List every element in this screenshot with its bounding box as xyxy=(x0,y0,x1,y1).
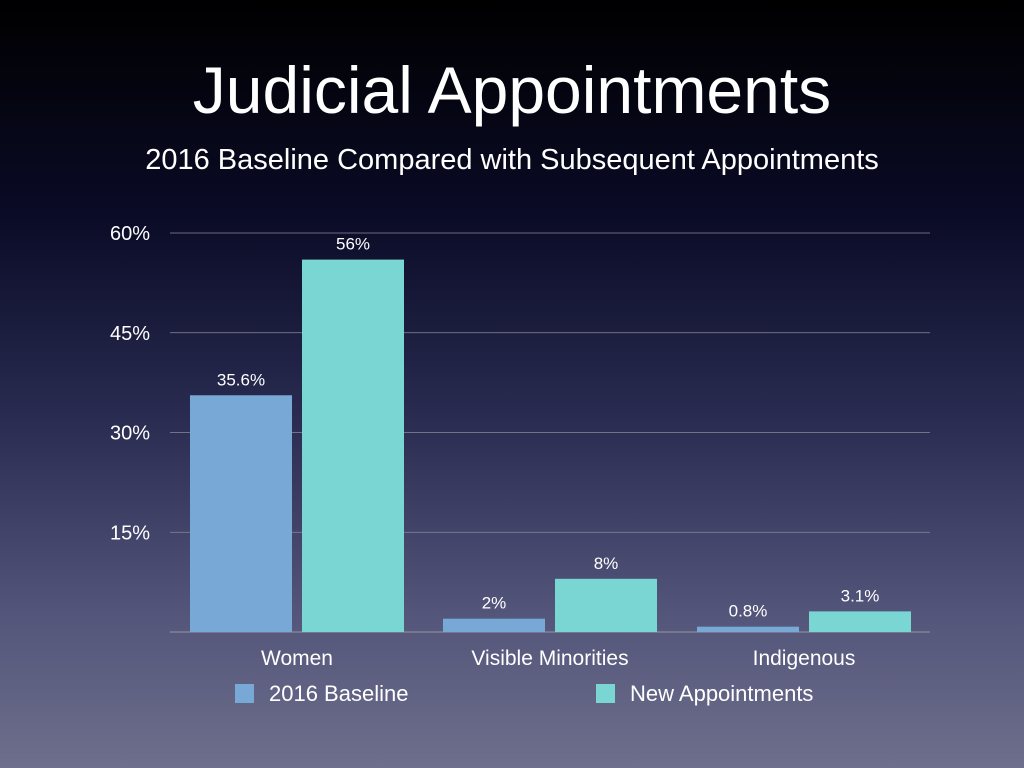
x-axis: Women Visible Minorities Indigenous xyxy=(261,647,855,670)
x-tick-label: Indigenous xyxy=(753,647,856,670)
data-labels: 35.6% 2% 0.8% 56% 8% 3.1% xyxy=(217,235,879,621)
data-label: 35.6% xyxy=(217,370,265,389)
bar xyxy=(190,395,292,632)
legend-swatch xyxy=(235,684,254,703)
chart-bars xyxy=(190,259,911,632)
slide-title: Judicial Appointments xyxy=(192,53,832,127)
bar xyxy=(302,259,404,632)
y-tick-label: 15% xyxy=(110,522,150,544)
data-label: 56% xyxy=(336,235,370,254)
data-label: 2% xyxy=(482,594,507,613)
chart-grid xyxy=(170,232,930,633)
bar xyxy=(555,578,657,632)
x-tick-label: Women xyxy=(261,647,333,670)
data-label: 3.1% xyxy=(841,586,880,605)
data-label: 8% xyxy=(594,554,619,573)
chart-legend: 2016 Baseline New Appointments xyxy=(235,681,813,706)
bar xyxy=(809,611,911,632)
x-tick-label: Visible Minorities xyxy=(471,647,628,670)
y-tick-label: 30% xyxy=(110,423,150,445)
y-tick-label: 60% xyxy=(110,223,150,245)
legend-label: 2016 Baseline xyxy=(269,681,408,706)
bar xyxy=(697,626,799,632)
bar xyxy=(443,618,545,632)
legend-swatch xyxy=(596,684,615,703)
data-label: 0.8% xyxy=(729,602,768,621)
y-axis: 15% 30% 45% 60% xyxy=(110,223,150,544)
y-tick-label: 45% xyxy=(110,323,150,345)
slide-subtitle: 2016 Baseline Compared with Subsequent A… xyxy=(145,144,879,176)
legend-label: New Appointments xyxy=(630,681,813,706)
